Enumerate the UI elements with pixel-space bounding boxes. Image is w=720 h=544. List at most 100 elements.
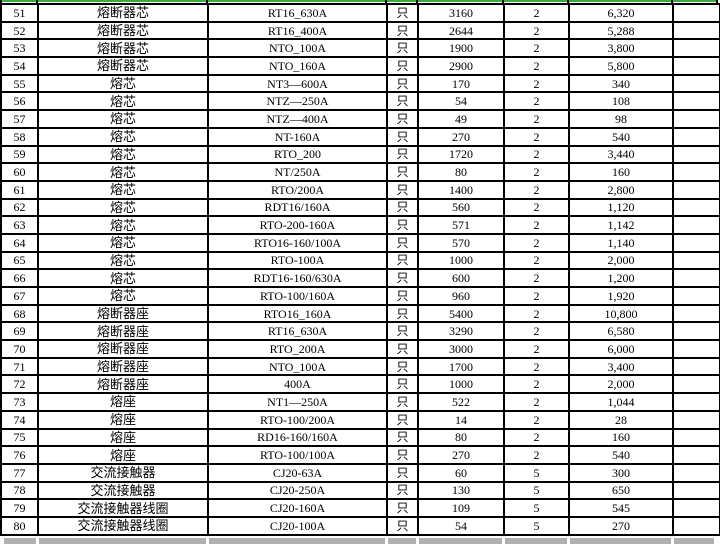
amount-cell[interactable]: 2,800: [568, 179, 674, 200]
model-cell[interactable]: NT/250A: [207, 162, 388, 182]
quantity-cell[interactable]: 560: [417, 197, 505, 218]
item-name-cell[interactable]: 熔断器芯: [37, 20, 209, 41]
unit-cell[interactable]: 只: [386, 3, 419, 23]
model-cell[interactable]: RTO-100/100A: [207, 445, 388, 465]
model-cell[interactable]: RT16_630A: [207, 3, 388, 23]
row-number-cell[interactable]: 53: [0, 38, 39, 59]
quantity-cell[interactable]: 14: [417, 409, 505, 430]
empty-cell[interactable]: [672, 427, 720, 448]
amount-cell[interactable]: 540: [568, 445, 674, 465]
unit-price-cell[interactable]: 5: [503, 515, 570, 537]
item-name-cell[interactable]: 熔断器座: [37, 356, 209, 377]
item-name-cell[interactable]: 熔断器芯: [37, 56, 209, 76]
unit-cell[interactable]: 只: [386, 356, 419, 377]
quantity-cell[interactable]: 1900: [417, 38, 505, 59]
amount-cell[interactable]: 1,200: [568, 268, 674, 288]
unit-price-cell[interactable]: 2: [503, 38, 570, 59]
empty-cell[interactable]: [672, 250, 720, 271]
quantity-cell[interactable]: 130: [417, 480, 505, 501]
amount-cell[interactable]: 3,440: [568, 144, 674, 165]
amount-cell[interactable]: 2,000: [568, 374, 674, 395]
unit-price-cell[interactable]: 2: [503, 179, 570, 200]
quantity-cell[interactable]: 1000: [417, 374, 505, 395]
amount-cell[interactable]: 5,288: [568, 20, 674, 41]
quantity-cell[interactable]: 80: [417, 427, 505, 448]
unit-cell[interactable]: 只: [386, 144, 419, 165]
empty-cell[interactable]: [672, 109, 720, 129]
model-cell[interactable]: NTO_100A: [207, 38, 388, 59]
row-number-cell[interactable]: 67: [0, 286, 39, 306]
row-number-cell[interactable]: 79: [0, 498, 39, 518]
row-number-cell[interactable]: 54: [0, 56, 39, 76]
row-number-cell[interactable]: 64: [0, 232, 39, 253]
unit-cell[interactable]: 只: [386, 73, 419, 94]
quantity-cell[interactable]: 522: [417, 392, 505, 412]
amount-cell[interactable]: 10,800: [568, 303, 674, 324]
empty-cell[interactable]: [672, 197, 720, 218]
row-number-cell[interactable]: 69: [0, 321, 39, 342]
row-number-cell[interactable]: 68: [0, 303, 39, 324]
item-name-cell[interactable]: 熔座: [37, 409, 209, 430]
quantity-cell[interactable]: 570: [417, 232, 505, 253]
row-number-cell[interactable]: 71: [0, 356, 39, 377]
quantity-cell[interactable]: 1400: [417, 179, 505, 200]
row-number-cell[interactable]: 76: [0, 445, 39, 465]
row-number-cell[interactable]: 74: [0, 409, 39, 430]
amount-cell[interactable]: 1,120: [568, 197, 674, 218]
empty-cell[interactable]: [672, 73, 720, 94]
unit-cell[interactable]: 只: [386, 215, 419, 235]
item-name-cell[interactable]: 熔断器芯: [37, 38, 209, 59]
amount-cell[interactable]: 1,044: [568, 392, 674, 412]
model-cell[interactable]: RTO/200A: [207, 179, 388, 200]
unit-cell[interactable]: 只: [386, 56, 419, 76]
quantity-cell[interactable]: 2644: [417, 20, 505, 41]
amount-cell[interactable]: 98: [568, 109, 674, 129]
unit-price-cell[interactable]: 2: [503, 91, 570, 112]
model-cell[interactable]: NTO_160A: [207, 56, 388, 76]
row-number-cell[interactable]: 65: [0, 250, 39, 271]
unit-cell[interactable]: 只: [386, 179, 419, 200]
model-cell[interactable]: RT16_400A: [207, 20, 388, 41]
empty-cell[interactable]: [672, 232, 720, 253]
item-name-cell[interactable]: 交流接触器线圈: [37, 515, 209, 537]
amount-cell[interactable]: 160: [568, 162, 674, 182]
row-number-cell[interactable]: 72: [0, 374, 39, 395]
quantity-cell[interactable]: 3160: [417, 3, 505, 23]
amount-cell[interactable]: 5,800: [568, 56, 674, 76]
quantity-cell[interactable]: 270: [417, 126, 505, 147]
unit-price-cell[interactable]: 2: [503, 73, 570, 94]
row-number-cell[interactable]: 55: [0, 73, 39, 94]
model-cell[interactable]: RDT16-160/630A: [207, 268, 388, 288]
model-cell[interactable]: NTZ—250A: [207, 91, 388, 112]
unit-price-cell[interactable]: 2: [503, 286, 570, 306]
item-name-cell[interactable]: 熔芯: [37, 197, 209, 218]
model-cell[interactable]: RTO-200-160A: [207, 215, 388, 235]
row-number-cell[interactable]: 62: [0, 197, 39, 218]
model-cell[interactable]: RTO_200: [207, 144, 388, 165]
model-cell[interactable]: CJ20-63A: [207, 462, 388, 483]
empty-cell[interactable]: [672, 498, 720, 518]
item-name-cell[interactable]: 熔芯: [37, 215, 209, 235]
empty-cell[interactable]: [672, 480, 720, 501]
row-number-cell[interactable]: 61: [0, 179, 39, 200]
empty-cell[interactable]: [672, 286, 720, 306]
unit-cell[interactable]: 只: [386, 515, 419, 537]
amount-cell[interactable]: 270: [568, 515, 674, 537]
amount-cell[interactable]: 160: [568, 427, 674, 448]
model-cell[interactable]: RTO16-160/100A: [207, 232, 388, 253]
row-number-cell[interactable]: 77: [0, 462, 39, 483]
quantity-cell[interactable]: 54: [417, 91, 505, 112]
row-number-cell[interactable]: 73: [0, 392, 39, 412]
amount-cell[interactable]: 2,000: [568, 250, 674, 271]
unit-price-cell[interactable]: 2: [503, 392, 570, 412]
quantity-cell[interactable]: 54: [417, 515, 505, 537]
unit-price-cell[interactable]: 2: [503, 356, 570, 377]
quantity-cell[interactable]: 1720: [417, 144, 505, 165]
empty-cell[interactable]: [672, 215, 720, 235]
item-name-cell[interactable]: 熔芯: [37, 126, 209, 147]
unit-price-cell[interactable]: 2: [503, 215, 570, 235]
unit-cell[interactable]: 只: [386, 445, 419, 465]
unit-price-cell[interactable]: 2: [503, 109, 570, 129]
unit-cell[interactable]: 只: [386, 250, 419, 271]
quantity-cell[interactable]: 1700: [417, 356, 505, 377]
